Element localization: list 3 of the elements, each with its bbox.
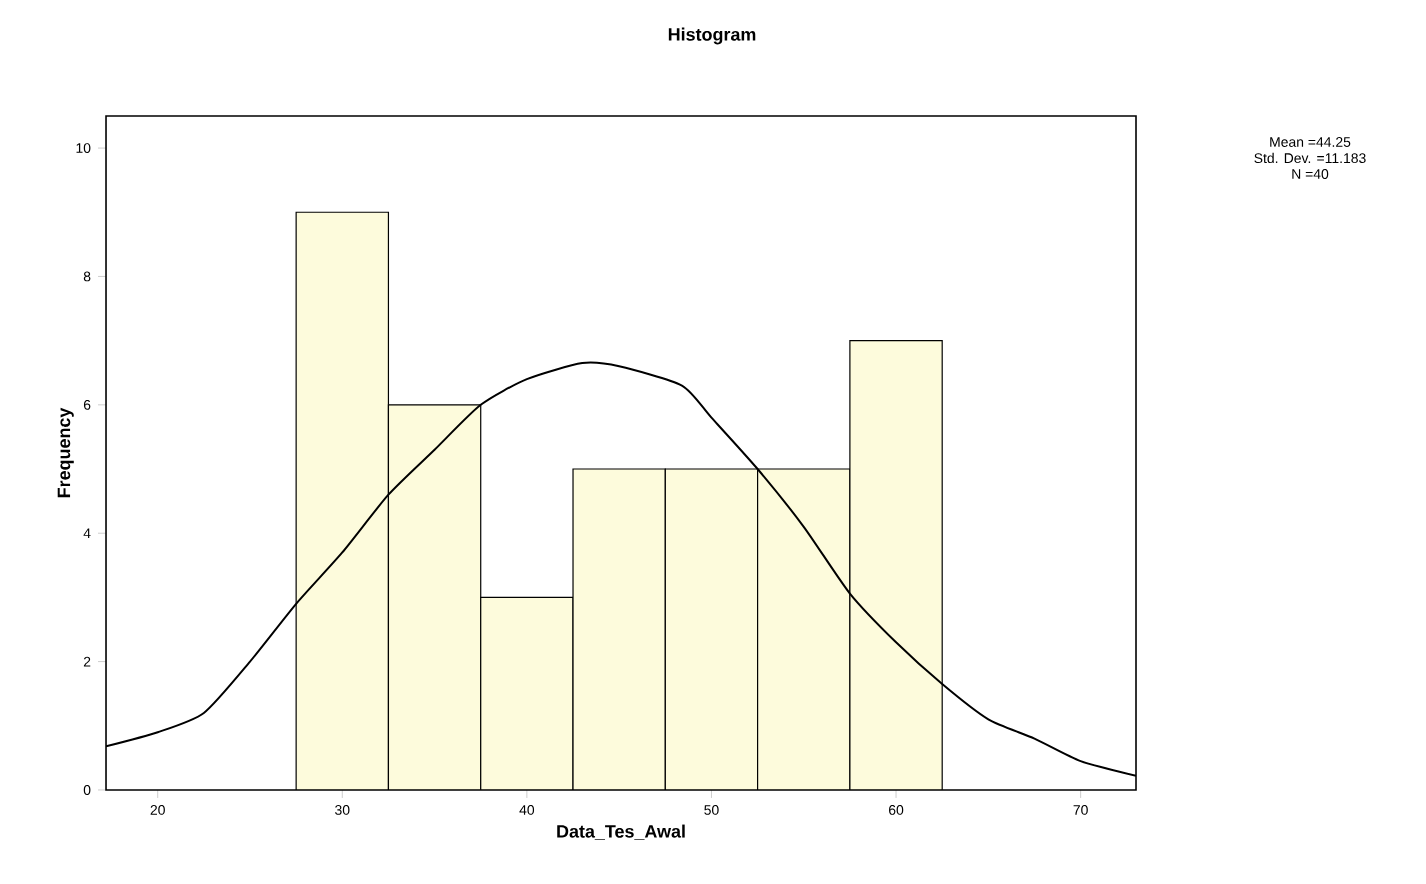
x-axis-title: Data_Tes_Awal bbox=[557, 824, 685, 840]
y-axis-title: Frequency bbox=[57, 407, 74, 498]
chart-title: Histogram bbox=[668, 27, 756, 45]
